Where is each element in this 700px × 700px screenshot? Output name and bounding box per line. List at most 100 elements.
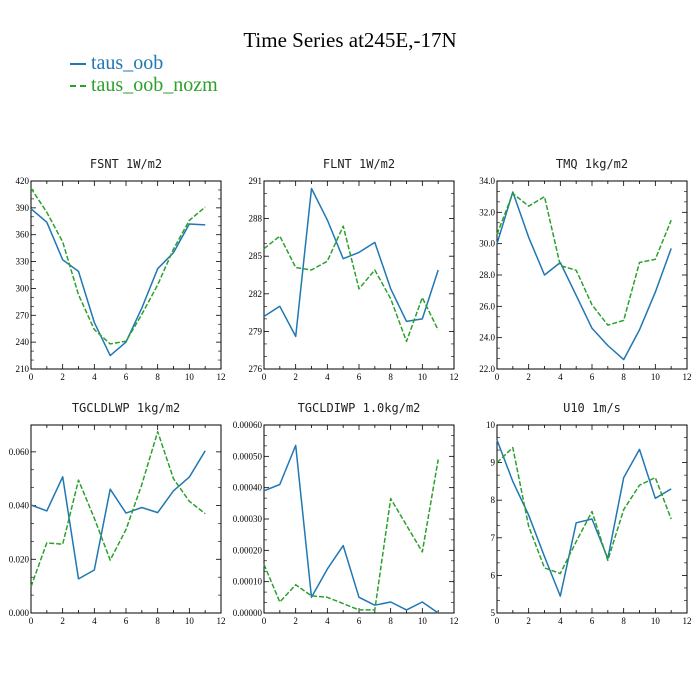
x-tick-label: 6 [357,616,362,626]
panel-5: TGCLDIWP 1.0kg/m2 0 2 4 6 8 10 12 0.00000 0.00010… [233,401,459,626]
plot-frame [496,180,688,370]
x-tick-label: 10 [651,372,661,382]
series-line-taus-oob [496,439,672,597]
panel-4: TGCLDLWP 1kg/m2 0 2 4 6 8 10 12 0.000 0.020 0.040 0… [9,401,226,626]
y-tick-label: 5 [491,608,496,618]
plot-frame [263,180,455,370]
y-tick-label: 0.000 [9,608,30,618]
x-tick-label: 10 [185,616,195,626]
y-tick-label: 291 [249,176,263,186]
x-tick-label: 10 [418,372,428,382]
y-tick-label: 360 [16,230,30,240]
x-tick-label: 2 [293,616,298,626]
y-tick-label: 34.0 [479,176,495,186]
figure-title: Time Series at245E,-17N [243,28,457,52]
y-tick-label: 240 [16,337,30,347]
panel-title: FSNT 1W/m2 [90,157,162,171]
x-tick-label: 8 [621,616,626,626]
panel-2: FLNT 1W/m2 0 2 4 6 8 10 12 276 279 282 285 288 291 [249,157,459,382]
series-line-taus-oob [30,450,206,580]
y-tick-label: 7 [491,533,496,543]
x-tick-label: 0 [262,372,267,382]
y-tick-label: 279 [249,326,263,336]
y-tick-label: 276 [249,364,263,374]
x-tick-label: 6 [590,372,595,382]
x-tick-label: 8 [388,616,393,626]
x-tick-label: 4 [558,616,563,626]
x-tick-label: 0 [29,616,34,626]
series-line-taus-oob [263,187,439,338]
y-tick-label: 0.060 [9,447,30,457]
x-tick-label: 6 [124,372,129,382]
x-tick-label: 4 [92,616,97,626]
y-tick-label: 330 [16,257,30,267]
legend-label-taus-oob-nozm: taus_oob_nozm [91,74,218,96]
series-line-taus-oob-nozm [30,430,206,587]
x-tick-label: 4 [325,372,330,382]
y-tick-label: 0.00060 [233,420,263,430]
y-tick-label: 24.0 [479,333,495,343]
series-line-taus-oob [496,191,672,361]
x-tick-label: 10 [418,616,428,626]
x-tick-label: 12 [450,372,459,382]
x-tick-label: 2 [60,616,65,626]
x-tick-label: 10 [651,616,661,626]
x-tick-label: 12 [683,372,692,382]
series-line-taus-oob [263,444,439,614]
y-tick-label: 0.00000 [233,608,263,618]
series-line-taus-oob-nozm [496,446,672,575]
x-tick-label: 6 [357,372,362,382]
y-tick-label: 0.00040 [233,483,263,493]
y-tick-label: 285 [249,251,263,261]
y-tick-label: 32.0 [479,207,495,217]
y-tick-label: 8 [491,495,496,505]
y-tick-label: 0.040 [9,501,30,511]
x-tick-label: 12 [450,616,459,626]
y-tick-label: 420 [16,176,30,186]
panel-title: TMQ 1kg/m2 [556,157,628,171]
y-tick-label: 22.0 [479,364,495,374]
panel-title: TGCLDLWP 1kg/m2 [72,401,180,415]
x-tick-label: 8 [621,372,626,382]
x-tick-label: 6 [590,616,595,626]
y-tick-label: 0.00050 [233,451,263,461]
x-tick-label: 12 [217,372,226,382]
y-tick-label: 270 [16,310,30,320]
panel-1: FSNT 1W/m2 0 2 4 6 8 10 12 210 240 270 300 330 360 390… [16,157,226,382]
x-tick-label: 12 [683,616,692,626]
panel-6: U10 1m/s 0 2 4 6 8 10 12 5 6 7 8 9 10 [486,401,692,626]
y-tick-label: 30.0 [479,239,495,249]
x-tick-label: 8 [388,372,393,382]
x-tick-label: 4 [558,372,563,382]
y-tick-label: 288 [249,214,263,224]
series-line-taus-oob-nozm [496,192,672,326]
y-tick-label: 0.00020 [233,545,263,555]
panel-title: FLNT 1W/m2 [323,157,395,171]
y-tick-label: 9 [491,458,496,468]
x-tick-label: 4 [325,616,330,626]
panel-3: TMQ 1kg/m2 0 2 4 6 8 10 12 22.0 24.0 26.0 28.0 30.0 3… [479,157,691,382]
legend-item-taus-oob: taus_oob [70,52,163,75]
panel-title: TGCLDIWP 1.0kg/m2 [298,401,421,415]
series-line-taus-oob-nozm [263,459,439,611]
legend-item-taus-oob-nozm: taus_oob_nozm [70,74,218,97]
x-tick-label: 0 [495,372,500,382]
x-tick-label: 2 [293,372,298,382]
y-tick-label: 210 [16,364,30,374]
x-tick-label: 0 [262,616,267,626]
y-tick-label: 10 [486,420,496,430]
legend-swatch-taus-oob-nozm [70,84,86,87]
x-tick-label: 2 [60,372,65,382]
y-tick-label: 0.00010 [233,577,263,587]
x-tick-label: 2 [526,616,531,626]
y-tick-label: 282 [249,289,263,299]
y-tick-label: 0.020 [9,554,30,564]
x-tick-label: 8 [155,616,160,626]
y-tick-label: 28.0 [479,270,495,280]
legend-label-taus-oob: taus_oob [91,52,164,74]
plot-frame [30,424,222,614]
x-tick-label: 2 [526,372,531,382]
x-tick-label: 4 [92,372,97,382]
y-tick-label: 26.0 [479,301,495,311]
